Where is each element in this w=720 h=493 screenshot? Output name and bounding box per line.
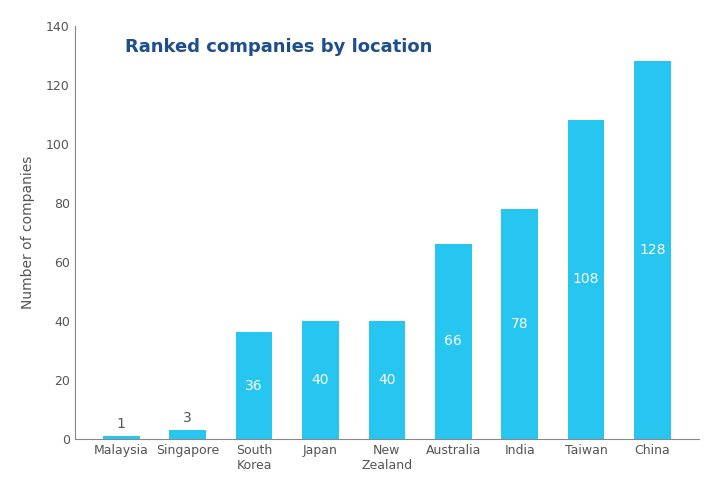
Text: 1: 1 [117, 417, 126, 431]
Text: 66: 66 [444, 334, 462, 349]
Bar [302, 320, 339, 439]
Text: Ranked companies by location: Ranked companies by location [125, 38, 432, 56]
Bar [236, 332, 272, 439]
Text: 78: 78 [511, 317, 528, 331]
Text: 108: 108 [573, 273, 599, 286]
Y-axis label: Number of companies: Number of companies [21, 155, 35, 309]
Text: 36: 36 [246, 379, 263, 392]
Bar [169, 430, 206, 439]
Bar [634, 61, 671, 439]
Bar [568, 120, 604, 439]
Bar [435, 244, 472, 439]
Bar [103, 436, 140, 439]
Text: 40: 40 [378, 373, 396, 387]
Text: 40: 40 [312, 373, 329, 387]
Bar [369, 320, 405, 439]
Bar [501, 209, 538, 439]
Text: 128: 128 [639, 243, 666, 257]
Text: 3: 3 [184, 411, 192, 425]
